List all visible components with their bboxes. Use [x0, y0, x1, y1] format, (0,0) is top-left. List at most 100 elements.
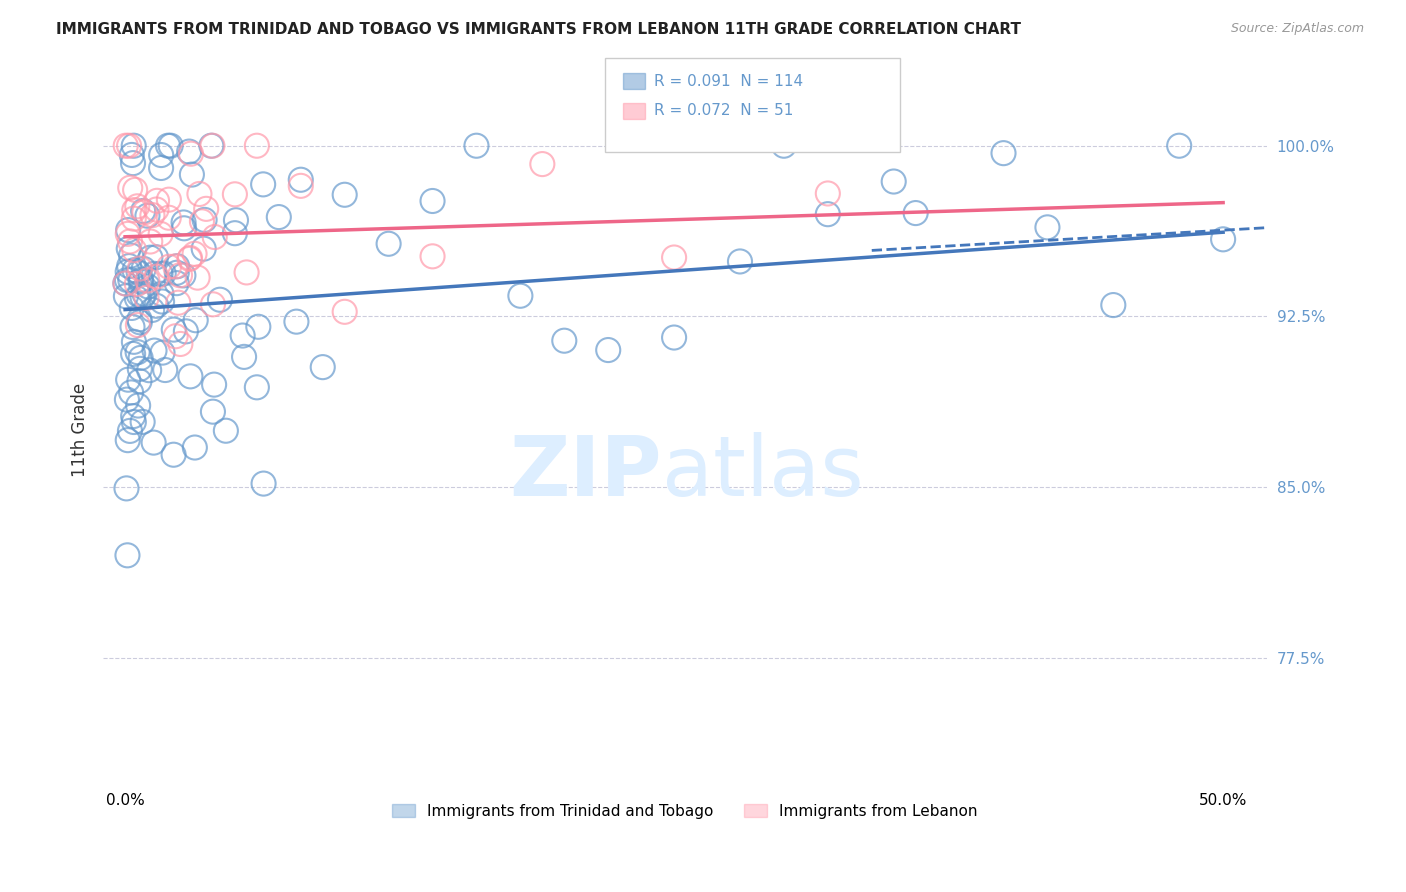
- Point: [145, 202, 167, 217]
- Point: [150, 148, 173, 162]
- Point: [167, 295, 190, 310]
- Point: [117, 227, 139, 241]
- Text: R = 0.091  N = 114: R = 0.091 N = 114: [654, 74, 803, 88]
- Point: [143, 267, 166, 281]
- Point: [184, 441, 207, 455]
- Point: [122, 334, 145, 349]
- Point: [121, 301, 143, 315]
- Point: [114, 138, 136, 153]
- Point: [124, 183, 146, 197]
- Point: [247, 319, 270, 334]
- Point: [121, 319, 143, 334]
- Point: [122, 156, 145, 170]
- Point: [157, 138, 180, 153]
- Point: [201, 297, 224, 311]
- Point: [191, 214, 214, 228]
- Point: [509, 289, 531, 303]
- Point: [157, 260, 180, 274]
- Point: [166, 259, 188, 273]
- Point: [553, 334, 575, 348]
- Point: [208, 293, 231, 307]
- Point: [187, 270, 209, 285]
- Point: [173, 221, 195, 235]
- Point: [150, 294, 173, 309]
- Point: [128, 315, 150, 329]
- Point: [232, 328, 254, 343]
- Point: [150, 161, 173, 175]
- Point: [136, 273, 159, 287]
- Point: [193, 242, 215, 256]
- Point: [142, 435, 165, 450]
- Point: [141, 208, 163, 222]
- Point: [1168, 138, 1191, 153]
- Point: [143, 343, 166, 358]
- Point: [120, 180, 142, 194]
- Point: [180, 168, 202, 182]
- Point: [132, 204, 155, 219]
- Point: [127, 318, 149, 332]
- Point: [169, 337, 191, 351]
- Point: [141, 302, 163, 317]
- Point: [118, 259, 141, 273]
- Y-axis label: 11th Grade: 11th Grade: [72, 384, 89, 477]
- Text: atlas: atlas: [662, 432, 863, 513]
- Point: [773, 138, 796, 153]
- Point: [117, 265, 139, 279]
- Point: [122, 347, 145, 361]
- Point: [131, 415, 153, 429]
- Point: [139, 251, 162, 265]
- Point: [267, 210, 290, 224]
- Point: [129, 351, 152, 365]
- Point: [155, 363, 177, 377]
- Point: [172, 268, 194, 283]
- Point: [152, 267, 174, 281]
- Legend: Immigrants from Trinidad and Tobago, Immigrants from Lebanon: Immigrants from Trinidad and Tobago, Imm…: [387, 797, 984, 825]
- Point: [993, 146, 1015, 161]
- Point: [139, 235, 162, 249]
- Point: [290, 178, 312, 193]
- Point: [115, 392, 138, 407]
- Point: [252, 178, 274, 192]
- Point: [183, 247, 205, 261]
- Point: [285, 315, 308, 329]
- Point: [149, 267, 172, 281]
- Text: IMMIGRANTS FROM TRINIDAD AND TOBAGO VS IMMIGRANTS FROM LEBANON 11TH GRADE CORREL: IMMIGRANTS FROM TRINIDAD AND TOBAGO VS I…: [56, 22, 1021, 37]
- Point: [120, 248, 142, 262]
- Point: [134, 205, 156, 219]
- Point: [118, 235, 141, 249]
- Point: [166, 276, 188, 290]
- Point: [184, 313, 207, 327]
- Point: [162, 448, 184, 462]
- Point: [129, 273, 152, 287]
- Point: [145, 250, 167, 264]
- Point: [128, 362, 150, 376]
- Point: [224, 226, 246, 240]
- Point: [1102, 298, 1125, 312]
- Point: [145, 269, 167, 284]
- Point: [149, 227, 172, 241]
- Point: [138, 363, 160, 377]
- Point: [120, 385, 142, 400]
- Point: [122, 243, 145, 257]
- Point: [215, 424, 238, 438]
- Point: [131, 290, 153, 304]
- Point: [312, 360, 335, 375]
- Point: [118, 138, 141, 153]
- Point: [125, 291, 148, 305]
- Point: [117, 433, 139, 447]
- Point: [246, 380, 269, 394]
- Point: [128, 312, 150, 326]
- Point: [1212, 232, 1234, 246]
- Point: [122, 211, 145, 226]
- Point: [115, 482, 138, 496]
- Point: [179, 145, 201, 159]
- Point: [169, 268, 191, 283]
- Point: [127, 199, 149, 213]
- Text: Source: ZipAtlas.com: Source: ZipAtlas.com: [1230, 22, 1364, 36]
- Point: [422, 194, 444, 208]
- Point: [728, 254, 751, 268]
- Point: [224, 187, 246, 202]
- Point: [598, 343, 620, 357]
- Point: [179, 252, 201, 266]
- Point: [201, 138, 224, 153]
